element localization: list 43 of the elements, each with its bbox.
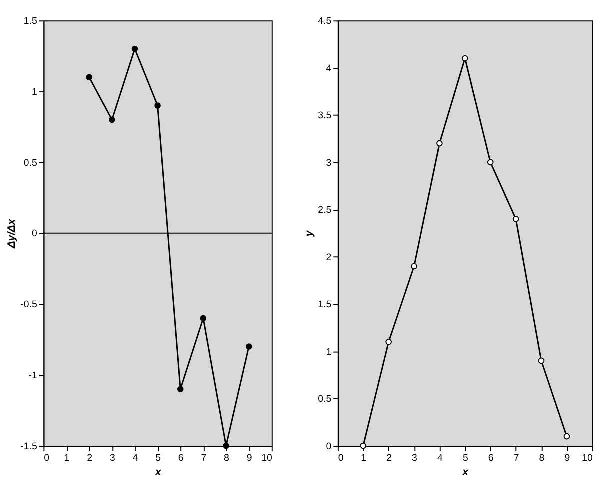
x-tick-label: 3: [110, 453, 116, 464]
y-tick-label: 1.5: [24, 16, 38, 28]
x-tick-label: 3: [412, 453, 418, 464]
y-tick-label: 1: [32, 86, 38, 98]
x-axis-title: x: [462, 466, 470, 479]
y-axis-title: Δy/Δx: [6, 218, 18, 250]
y-tick-label: 1.5: [318, 300, 332, 311]
x-tick-label: 1: [361, 453, 367, 464]
y-tick-label: -1: [28, 370, 38, 382]
x-tick-label: 0: [44, 453, 50, 464]
x-tick-label: 2: [386, 453, 392, 464]
x-tick-label: 5: [462, 453, 468, 464]
x-tick-label: 9: [246, 453, 252, 464]
y-tick-label: 3: [326, 158, 332, 169]
y-tick-label: 0.5: [318, 394, 332, 406]
x-tick-label: 4: [438, 453, 444, 464]
x-tick-label: 8: [539, 453, 545, 464]
x-tick-label: 1: [64, 453, 70, 464]
x-tick-label: 7: [514, 453, 520, 464]
y-tick-label: 0: [32, 228, 38, 240]
y-tick-label: 4.5: [318, 16, 332, 28]
y-axis-title: y: [303, 230, 316, 238]
y-tick-label: -0.5: [20, 300, 38, 311]
x-tick-label: 10: [582, 453, 594, 464]
y-tick-label: 3.5: [318, 110, 332, 122]
x-axis-title: x: [154, 466, 162, 479]
x-tick-label: 10: [262, 453, 273, 464]
x-tick-label: 6: [488, 453, 494, 464]
y-tick-label: 2: [326, 252, 332, 264]
x-tick-label: 5: [156, 453, 161, 464]
y-tick-label: 0.5: [24, 158, 38, 169]
x-tick-label: 8: [224, 453, 230, 464]
x-tick-label: 6: [178, 453, 184, 464]
x-tick-label: 9: [564, 453, 570, 464]
y-tick-label: 1: [326, 346, 332, 358]
y-tick-label: 2.5: [318, 205, 332, 216]
x-tick-label: 7: [201, 453, 207, 464]
x-tick-label: 4: [132, 453, 139, 464]
x-tick-label: 2: [87, 453, 93, 464]
x-tick-label: 0: [338, 453, 344, 464]
y-tick-label: 4: [326, 63, 332, 74]
y-tick-label: 0: [326, 441, 332, 452]
y-tick-label: -1.5: [20, 441, 38, 452]
